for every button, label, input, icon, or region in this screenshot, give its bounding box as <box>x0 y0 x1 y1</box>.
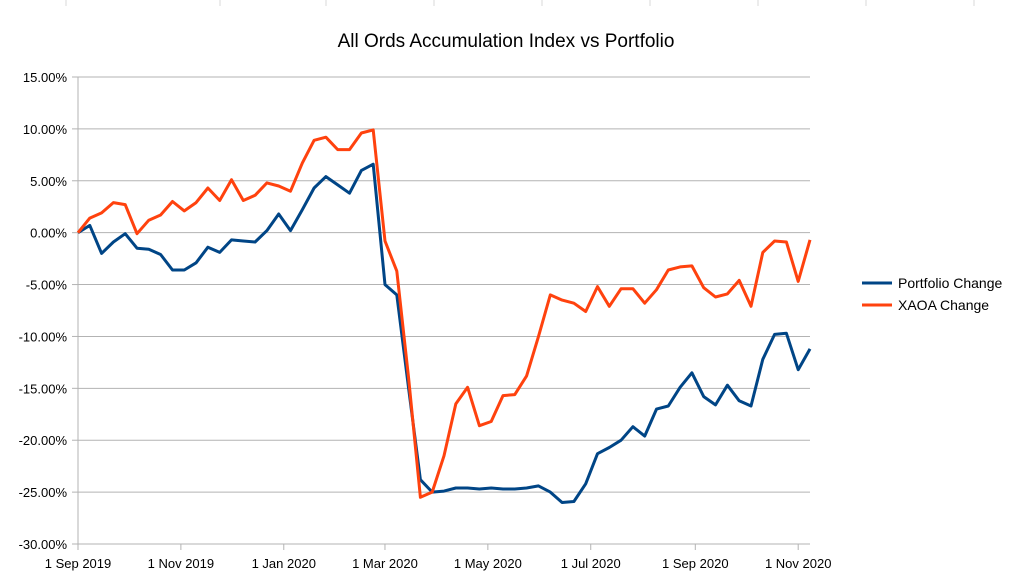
legend: Portfolio Change XAOA Change <box>862 275 1003 313</box>
y-tick-label: 10.00% <box>23 122 68 137</box>
y-tick-label: 15.00% <box>23 70 68 85</box>
series-lines <box>76 128 812 504</box>
x-tick-label: 1 Nov 2020 <box>765 556 832 571</box>
y-tick-label: 0.00% <box>30 226 67 241</box>
y-axis-tick-labels: -30.00% -25.00% -20.00% -15.00% -10.00% -5.00… <box>19 70 68 552</box>
x-tick-label: 1 May 2020 <box>454 556 522 571</box>
y-tick-label: -5.00% <box>26 278 68 293</box>
chart-title: All Ords Accumulation Index vs Portfolio <box>338 31 675 52</box>
gridlines <box>72 76 810 550</box>
y-tick-label: -10.00% <box>19 329 68 344</box>
y-tick-label: -15.00% <box>19 381 68 396</box>
series-line-xaoa-change <box>76 128 812 499</box>
x-tick-label: 1 Jul 2020 <box>561 556 621 571</box>
y-tick-label: -20.00% <box>19 433 68 448</box>
legend-label: XAOA Change <box>898 297 989 313</box>
y-tick-label: 5.00% <box>30 174 67 189</box>
x-tick-label: 1 Sep 2019 <box>45 556 112 571</box>
y-tick-label: -25.00% <box>19 485 68 500</box>
y-tick-label: -30.00% <box>19 537 68 552</box>
series-line-portfolio-change <box>77 162 812 504</box>
spreadsheet-background-grid <box>65 0 975 6</box>
legend-label: Portfolio Change <box>898 275 1003 291</box>
x-axis-tick-labels: 1 Sep 2019 1 Nov 2019 1 Jan 2020 1 Mar 2020… <box>45 556 832 571</box>
x-tick-label: 1 Nov 2019 <box>148 556 215 571</box>
x-tick-label: 1 Sep 2020 <box>662 556 729 571</box>
x-tick-label: 1 Jan 2020 <box>252 556 316 571</box>
x-tick-label: 1 Mar 2020 <box>352 556 418 571</box>
